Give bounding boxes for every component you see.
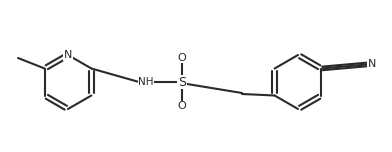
Text: O: O <box>178 101 186 111</box>
Text: S: S <box>178 76 186 88</box>
Text: N: N <box>368 59 376 69</box>
Text: O: O <box>178 53 186 63</box>
Text: NH: NH <box>138 77 154 87</box>
Text: N: N <box>64 50 72 60</box>
